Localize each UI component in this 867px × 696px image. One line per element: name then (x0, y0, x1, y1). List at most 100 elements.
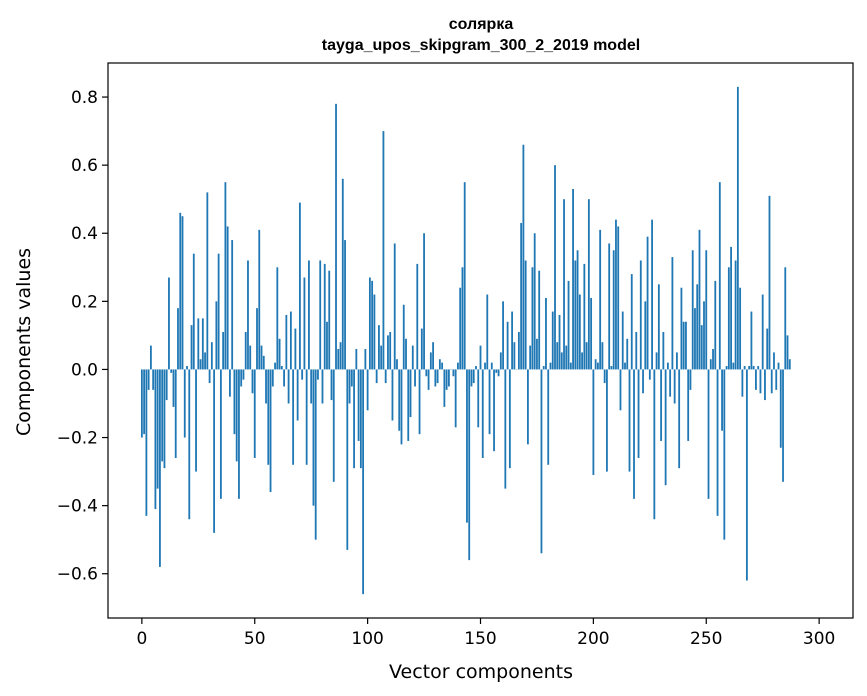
bar (788, 359, 791, 370)
bar (689, 369, 692, 390)
bar (779, 369, 782, 448)
bar (583, 263, 586, 370)
bar (174, 369, 177, 458)
bar (468, 369, 471, 561)
bar (490, 362, 493, 370)
bar (527, 369, 529, 445)
bar (479, 345, 482, 370)
bar (486, 294, 489, 370)
bar (267, 369, 270, 465)
bar (481, 369, 484, 458)
bar (402, 304, 405, 370)
bar (572, 188, 574, 370)
bar (554, 165, 556, 370)
bar (590, 297, 593, 370)
bar (425, 369, 428, 377)
bar (201, 318, 204, 370)
bar (718, 182, 721, 370)
bar (199, 359, 202, 370)
bar (709, 359, 712, 370)
bar (147, 369, 150, 390)
bar (596, 362, 599, 370)
bar (258, 229, 261, 370)
bar (495, 369, 498, 373)
bar (592, 369, 595, 475)
chart-title: солярка (449, 16, 514, 33)
bar (773, 352, 775, 370)
bar (222, 331, 225, 370)
chart-subtitle: tayga_upos_skipgram_300_2_2019 model (322, 37, 640, 54)
bar (240, 369, 243, 387)
bar (332, 369, 335, 482)
bar (441, 362, 444, 370)
bar (587, 199, 590, 370)
bar (655, 352, 658, 370)
bar (612, 250, 615, 370)
bar (443, 369, 446, 407)
bar (727, 267, 730, 370)
bar (615, 219, 617, 370)
bar (145, 369, 148, 516)
bar (734, 260, 737, 370)
x-tick-label: 100 (351, 629, 383, 649)
bar (506, 321, 509, 370)
y-tick-label: −0.6 (57, 565, 98, 585)
bar (651, 219, 653, 370)
bar (475, 366, 477, 370)
bar (457, 362, 459, 370)
bar (287, 369, 290, 404)
bar (350, 369, 353, 387)
bar (380, 345, 383, 370)
bar (235, 369, 238, 462)
bar (301, 369, 304, 380)
bar (563, 199, 565, 370)
bar (382, 131, 385, 370)
bar (409, 369, 412, 418)
bar (389, 331, 392, 370)
x-tick-label: 50 (244, 629, 266, 649)
bar (716, 369, 719, 516)
bar (181, 216, 184, 370)
bar (574, 260, 577, 370)
bar (391, 369, 394, 421)
y-tick-label: 0.8 (71, 88, 98, 108)
bar (786, 335, 789, 370)
y-tick-label: 0.4 (71, 224, 98, 244)
bar (556, 342, 559, 370)
bar (680, 287, 683, 370)
bar (662, 331, 665, 370)
bar (362, 369, 365, 595)
bar (210, 342, 213, 370)
bar (761, 294, 764, 370)
bar (730, 246, 732, 370)
bar (238, 369, 240, 499)
bar (784, 267, 787, 370)
bar (260, 345, 263, 370)
bar (750, 311, 753, 370)
bar (400, 369, 403, 445)
bar (359, 369, 362, 469)
bar (339, 342, 342, 370)
bar (308, 260, 310, 370)
bar (666, 362, 669, 370)
bar (676, 352, 678, 370)
bar (170, 369, 173, 373)
bar (219, 369, 222, 499)
bar (296, 369, 299, 421)
bar (427, 369, 430, 390)
bar (721, 369, 723, 431)
bar (513, 342, 516, 370)
y-tick-label: 0.0 (71, 360, 98, 380)
bar (694, 308, 696, 370)
bar (168, 277, 170, 370)
bar (231, 240, 234, 370)
bar (396, 359, 398, 370)
bar (628, 369, 631, 472)
bar (364, 349, 367, 370)
bar (373, 294, 376, 370)
bar (183, 369, 186, 438)
bar (637, 369, 640, 458)
bar (384, 369, 387, 384)
bar (416, 263, 419, 370)
bar (190, 325, 193, 370)
